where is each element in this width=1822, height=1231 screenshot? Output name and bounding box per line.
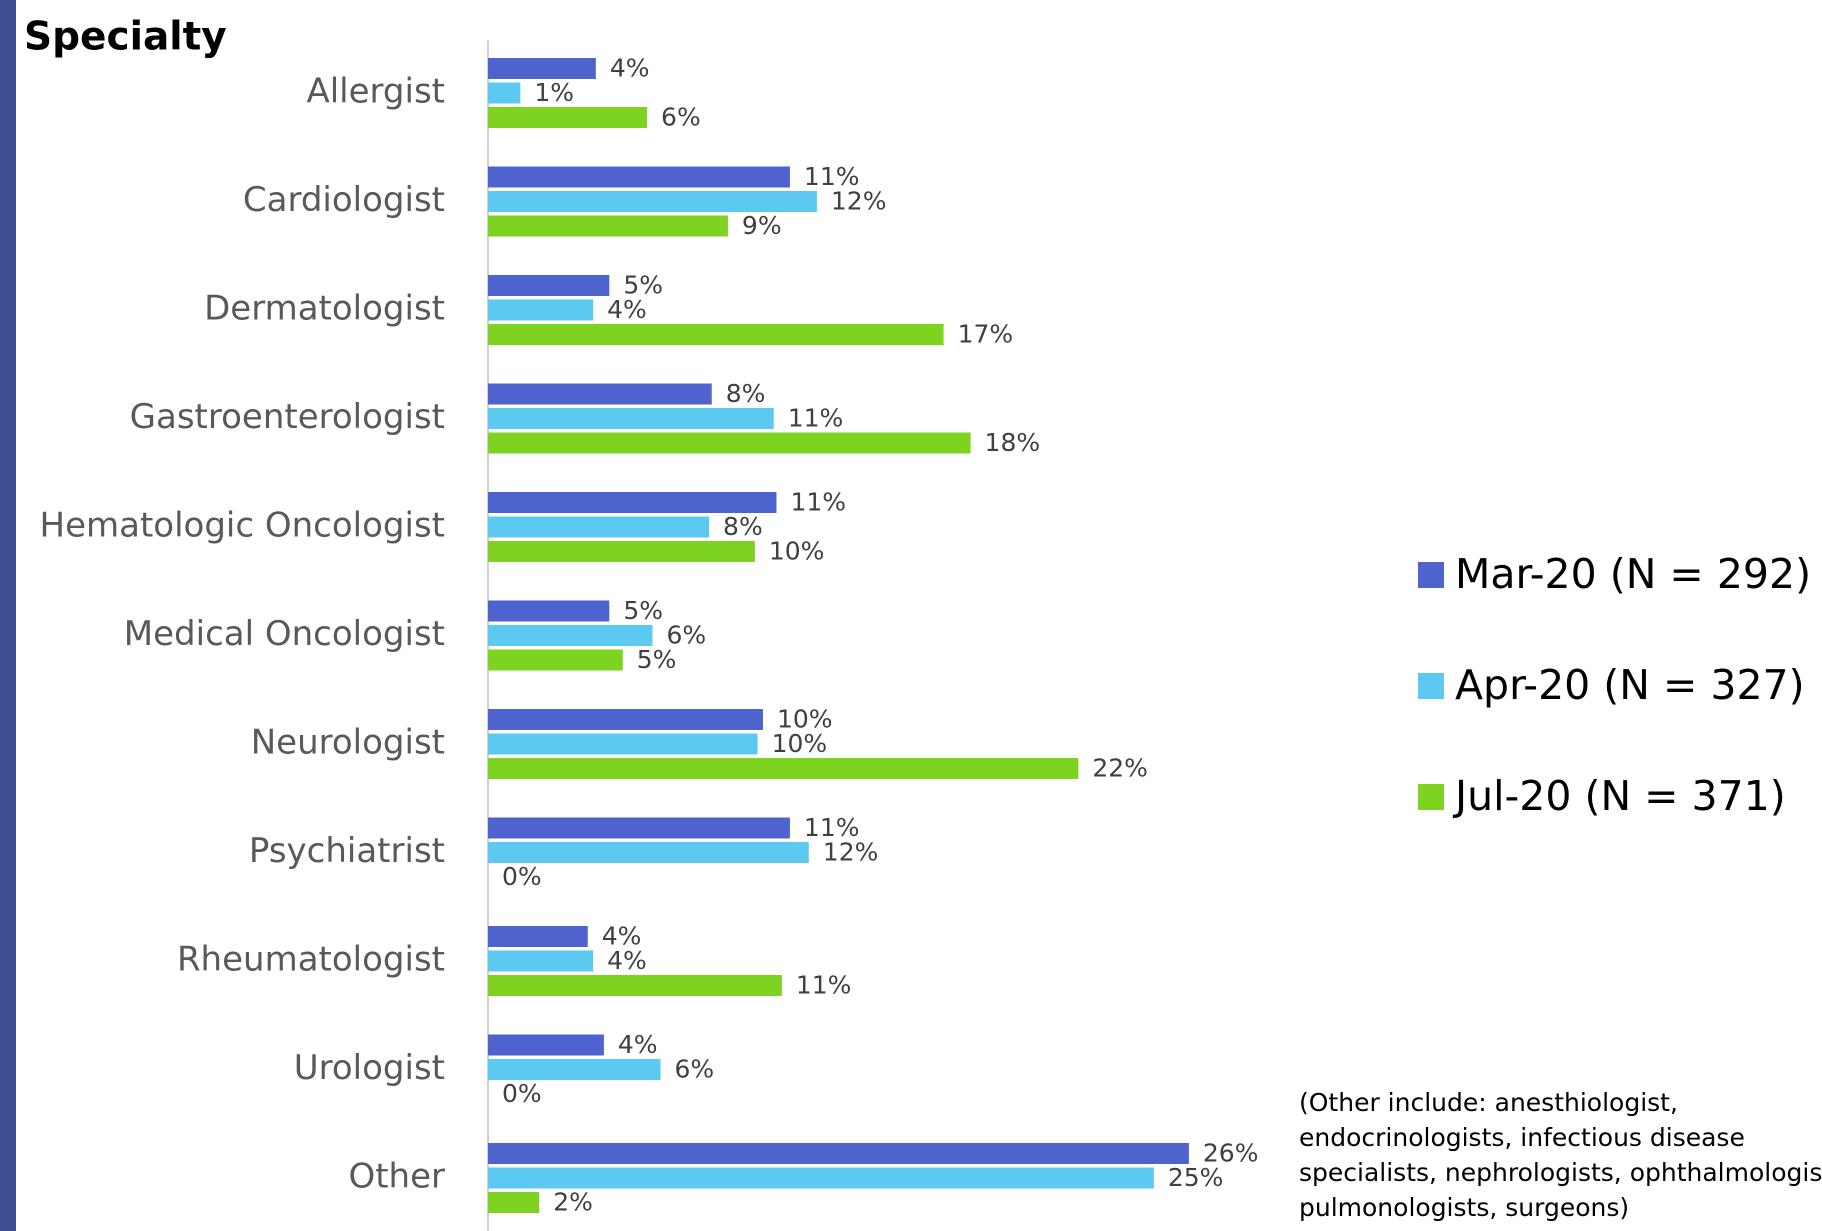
value-label: 8% (723, 512, 763, 541)
bar (488, 166, 790, 188)
bar (488, 1167, 1154, 1189)
legend-label: Jul-20 (N = 371) (1452, 772, 1786, 820)
value-label: 11% (788, 404, 844, 433)
bar (488, 58, 596, 79)
value-label: 9% (742, 211, 782, 240)
value-label: 4% (607, 295, 647, 324)
value-label: 26% (1203, 1139, 1259, 1168)
bar (488, 324, 944, 345)
bar (488, 600, 610, 622)
value-label: 8% (726, 379, 766, 408)
value-label: 12% (823, 838, 879, 867)
bar (488, 926, 588, 947)
legend-label: Apr-20 (N = 327) (1455, 661, 1805, 709)
bar (488, 107, 648, 128)
bar (488, 817, 790, 839)
bar (488, 842, 809, 863)
value-label: 4% (610, 54, 650, 83)
bar (488, 649, 623, 671)
footnote: endocrinologists, infectious disease (1299, 1123, 1745, 1152)
bar (488, 625, 653, 646)
bar (488, 733, 758, 755)
bar (488, 709, 763, 730)
value-label: 1% (534, 78, 574, 107)
value-label: 4% (602, 922, 642, 951)
value-label: 0% (502, 862, 542, 891)
bar (488, 191, 817, 212)
value-label: 6% (666, 621, 706, 650)
bar (488, 1059, 661, 1080)
chart-title: Specialty (24, 15, 227, 60)
value-label: 5% (623, 596, 663, 625)
value-label: 22% (1092, 754, 1148, 783)
value-label: 4% (618, 1030, 658, 1059)
bar (488, 1192, 540, 1213)
bar (488, 383, 712, 405)
value-label: 6% (675, 1055, 715, 1084)
value-label: 10% (772, 729, 828, 758)
footnote: pulmonologists, surgeons) (1299, 1193, 1629, 1222)
footnote: specialists, nephrologists, ophthalmolog… (1299, 1158, 1822, 1187)
bar (488, 492, 777, 513)
category-label: Other (348, 1157, 445, 1197)
category-label: Cardiologist (243, 180, 445, 220)
legend-swatch (1418, 784, 1444, 810)
category-label: Gastroenterologist (130, 397, 445, 437)
bar (488, 1143, 1189, 1164)
bar (488, 408, 774, 429)
category-label: Urologist (294, 1048, 445, 1088)
value-label: 4% (607, 946, 647, 975)
value-label: 12% (831, 187, 887, 216)
category-label: Hematologic Oncologist (40, 506, 445, 546)
value-label: 11% (796, 971, 852, 1000)
bar (488, 299, 594, 321)
bar (488, 432, 971, 454)
footnote: (Other include: anesthiologist, (1299, 1088, 1678, 1117)
legend-swatch (1418, 673, 1444, 699)
category-label: Neurologist (251, 723, 445, 763)
value-label: 25% (1168, 1163, 1224, 1192)
value-label: 10% (769, 537, 825, 566)
value-label: 5% (623, 271, 663, 300)
category-label: Dermatologist (204, 289, 445, 329)
value-label: 18% (985, 428, 1041, 457)
bar (488, 975, 782, 996)
category-label: Medical Oncologist (124, 614, 445, 654)
value-label: 0% (502, 1079, 542, 1108)
bar (488, 950, 594, 972)
bar (488, 541, 755, 562)
bar (488, 82, 521, 104)
category-label: Allergist (306, 72, 445, 112)
category-label: Rheumatologist (177, 940, 445, 980)
value-label: 2% (553, 1188, 593, 1217)
value-label: 11% (804, 813, 860, 842)
side-strip (0, 0, 16, 1231)
category-label: Psychiatrist (249, 831, 445, 871)
value-label: 10% (777, 705, 833, 734)
bar (488, 516, 710, 538)
bar (488, 275, 610, 296)
legend-label: Mar-20 (N = 292) (1455, 550, 1811, 598)
value-label: 17% (958, 320, 1014, 349)
value-label: 11% (804, 162, 860, 191)
value-label: 11% (790, 488, 846, 517)
value-label: 5% (637, 645, 677, 674)
bar (488, 1034, 604, 1056)
legend-swatch (1418, 562, 1444, 588)
bar (488, 758, 1079, 779)
bar (488, 215, 728, 237)
value-label: 6% (661, 103, 701, 132)
